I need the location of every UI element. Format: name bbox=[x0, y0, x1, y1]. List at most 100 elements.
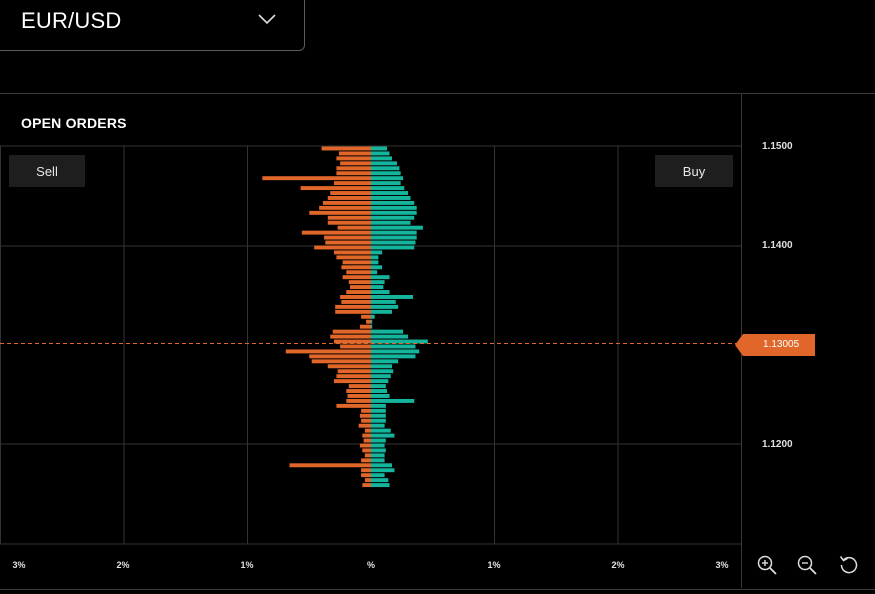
buy-bar bbox=[371, 156, 392, 161]
buy-bar bbox=[371, 329, 404, 334]
buy-bar bbox=[371, 438, 386, 443]
sell-bar bbox=[319, 205, 371, 210]
sell-bar bbox=[359, 413, 371, 418]
buy-bar bbox=[371, 151, 390, 156]
buy-bar bbox=[371, 200, 415, 205]
buy-button[interactable]: Buy bbox=[655, 155, 733, 187]
sell-bar bbox=[336, 255, 371, 260]
zoom-out-icon[interactable] bbox=[796, 554, 818, 576]
sell-bar bbox=[361, 458, 371, 463]
buy-bar bbox=[371, 379, 389, 384]
buy-bar bbox=[371, 304, 399, 309]
sell-bar bbox=[362, 433, 371, 438]
buy-bar bbox=[371, 290, 390, 294]
buy-bar bbox=[371, 250, 383, 255]
sell-bar bbox=[347, 394, 371, 398]
sell-bar bbox=[346, 398, 371, 403]
sell-bar bbox=[327, 364, 371, 369]
sell-bar bbox=[337, 369, 371, 374]
buy-bar bbox=[371, 299, 396, 304]
sell-bar bbox=[363, 438, 371, 443]
buy-bar bbox=[371, 339, 428, 344]
buy-bar bbox=[371, 463, 392, 468]
pair-selector[interactable]: EUR/USD bbox=[0, 0, 305, 51]
current-price-marker bbox=[735, 334, 815, 356]
sell-bar bbox=[327, 196, 371, 200]
sell-bar bbox=[359, 443, 371, 448]
buy-bar bbox=[371, 458, 385, 463]
current-price-label: 1.13005 bbox=[763, 339, 800, 350]
price-tick-label: 1.1200 bbox=[762, 439, 793, 450]
sell-bar bbox=[359, 324, 371, 329]
buy-bar bbox=[371, 413, 386, 418]
buy-bar bbox=[371, 364, 392, 369]
buy-bar bbox=[371, 161, 397, 166]
buy-bar bbox=[371, 295, 413, 299]
buy-bar bbox=[371, 478, 389, 483]
buy-bar bbox=[371, 349, 420, 354]
sell-bar bbox=[350, 285, 371, 290]
sell-bar bbox=[342, 275, 371, 280]
buy-bar bbox=[371, 483, 390, 488]
buy-bar bbox=[371, 275, 390, 280]
sell-bar bbox=[361, 473, 371, 478]
sell-bar bbox=[340, 161, 371, 166]
buy-bar bbox=[371, 423, 385, 428]
sell-bar bbox=[362, 483, 371, 488]
sell-button[interactable]: Sell bbox=[9, 155, 85, 187]
sell-bar bbox=[366, 319, 371, 324]
sell-bar bbox=[361, 408, 371, 413]
buy-bar bbox=[371, 374, 391, 379]
buy-bar bbox=[371, 196, 411, 200]
buy-bar bbox=[371, 359, 399, 364]
buy-bar bbox=[371, 443, 385, 448]
buy-bar bbox=[371, 260, 379, 265]
pct-tick-label: 3% bbox=[715, 560, 729, 570]
sell-bar bbox=[341, 265, 371, 270]
sell-bar bbox=[325, 240, 371, 245]
sell-bar bbox=[311, 359, 371, 364]
sell-bar bbox=[348, 384, 371, 389]
buy-bar bbox=[371, 245, 415, 250]
sell-bar bbox=[262, 176, 371, 181]
sell-bar bbox=[330, 334, 371, 339]
buy-bar bbox=[371, 408, 386, 413]
buy-bar bbox=[371, 146, 388, 151]
sell-bar bbox=[333, 379, 371, 384]
buy-bar bbox=[371, 205, 417, 210]
buy-bar bbox=[371, 265, 383, 270]
buy-bar bbox=[371, 473, 385, 478]
sell-bar bbox=[300, 186, 371, 191]
sell-bar bbox=[337, 225, 371, 230]
sell-bar bbox=[342, 260, 371, 265]
sell-bar bbox=[341, 299, 371, 304]
sell-bar bbox=[330, 191, 371, 195]
sell-bar bbox=[336, 166, 371, 171]
pct-tick-label: 2% bbox=[611, 560, 625, 570]
sell-bar bbox=[324, 235, 371, 240]
buy-bar bbox=[371, 369, 394, 374]
sell-bar bbox=[348, 280, 371, 285]
buy-bar bbox=[371, 191, 409, 195]
buy-bar bbox=[371, 270, 378, 275]
buy-bar bbox=[371, 230, 417, 235]
buy-bar bbox=[371, 433, 395, 438]
buy-bar bbox=[371, 403, 386, 408]
sell-bar bbox=[309, 354, 371, 359]
buy-bar bbox=[371, 166, 400, 171]
buy-bar bbox=[371, 176, 404, 181]
sell-bar bbox=[338, 151, 371, 156]
sell-bar bbox=[333, 250, 371, 255]
sell-bar bbox=[301, 230, 371, 235]
sell-bar bbox=[327, 215, 371, 220]
sell-bar bbox=[362, 448, 371, 453]
buy-bar bbox=[371, 428, 391, 433]
sell-bar bbox=[335, 309, 371, 314]
price-tick-label: 1.1500 bbox=[762, 141, 793, 152]
price-tick-label: 1.1400 bbox=[762, 240, 793, 251]
zoom-in-icon[interactable] bbox=[756, 554, 778, 576]
pct-tick-label: 2% bbox=[116, 560, 130, 570]
reset-icon[interactable] bbox=[838, 554, 860, 576]
buy-bar bbox=[371, 354, 416, 359]
sell-bar bbox=[346, 389, 371, 393]
